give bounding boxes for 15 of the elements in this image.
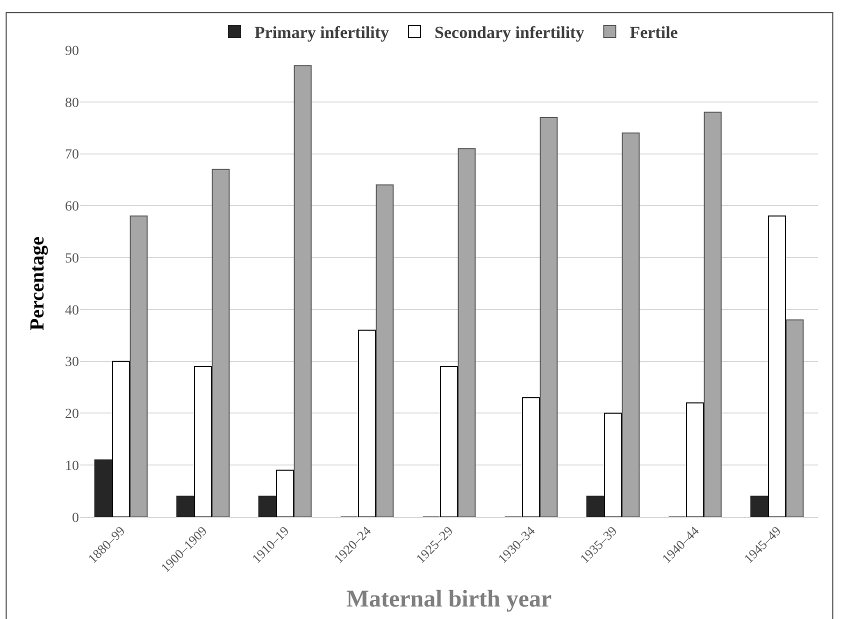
y-tick-label: 60 xyxy=(65,200,79,215)
y-tick-label: 50 xyxy=(65,251,79,266)
y-tick-label: 90 xyxy=(65,44,79,59)
x-axis-title: Maternal birth year xyxy=(346,586,552,612)
y-tick-label: 80 xyxy=(65,96,79,111)
y-tick-label: 40 xyxy=(65,303,79,318)
legend-label: Secondary infertility xyxy=(434,23,585,42)
y-tick-label: 70 xyxy=(65,148,79,163)
legend-label: Primary infertility xyxy=(254,23,390,42)
legend-label: Fertile xyxy=(630,23,678,42)
y-tick-label: 20 xyxy=(65,407,79,422)
y-axis-title: Percentage xyxy=(26,236,48,331)
y-tick-label: 10 xyxy=(65,459,79,474)
y-tick-label: 30 xyxy=(65,355,79,370)
y-tick-label: 0 xyxy=(72,510,79,526)
